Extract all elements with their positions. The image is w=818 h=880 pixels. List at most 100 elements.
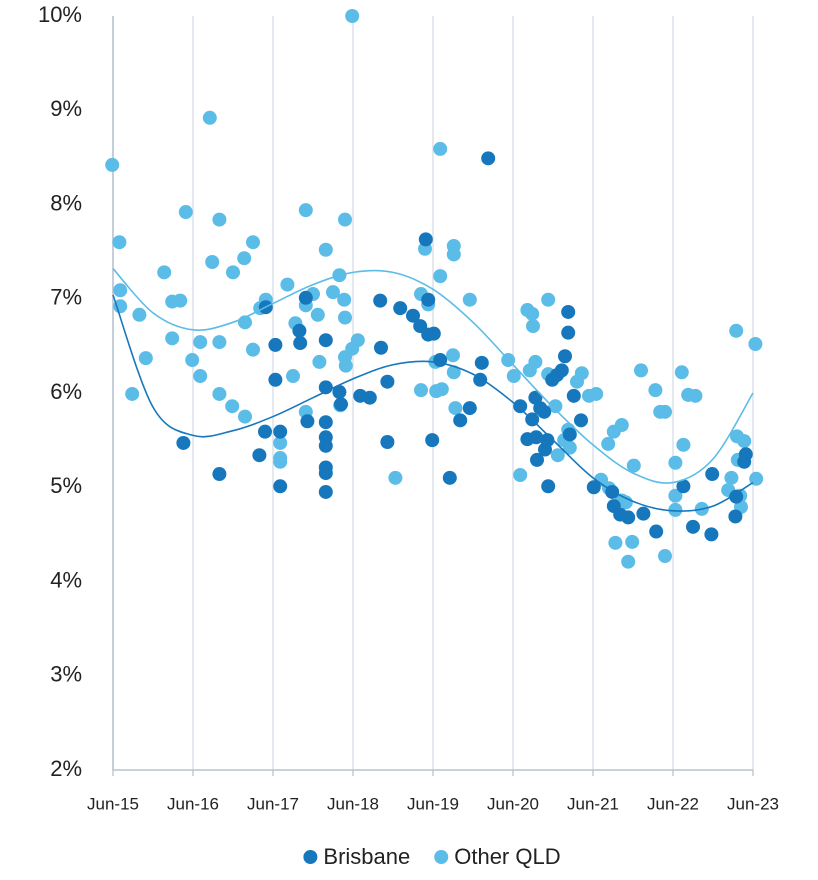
- point: [318, 242, 333, 257]
- point: [724, 470, 739, 485]
- point: [668, 455, 683, 470]
- point: [621, 554, 636, 569]
- point: [318, 484, 333, 499]
- point: [729, 489, 744, 504]
- point: [737, 434, 752, 449]
- point: [337, 292, 352, 307]
- point: [193, 335, 208, 350]
- point: [421, 292, 436, 307]
- trend-line: [112, 294, 754, 512]
- point: [246, 235, 260, 250]
- point: [658, 404, 672, 419]
- point: [334, 397, 348, 412]
- point: [238, 409, 252, 424]
- point: [748, 336, 763, 351]
- point: [525, 306, 540, 321]
- point: [318, 438, 333, 453]
- point: [446, 247, 461, 262]
- point: [728, 509, 743, 524]
- point: [704, 527, 719, 542]
- point: [237, 251, 252, 266]
- point: [474, 355, 489, 370]
- point: [105, 157, 120, 172]
- point: [738, 447, 753, 462]
- point: [566, 388, 581, 403]
- y-tick-label: 3%: [50, 662, 82, 687]
- point: [292, 323, 307, 338]
- point: [705, 467, 720, 482]
- point: [686, 519, 700, 534]
- point: [434, 382, 449, 397]
- point: [426, 326, 441, 341]
- point: [178, 205, 193, 220]
- point: [338, 212, 352, 227]
- point: [425, 433, 440, 448]
- point: [636, 506, 651, 521]
- point: [185, 353, 200, 368]
- point: [268, 372, 283, 387]
- point: [258, 424, 272, 439]
- point: [246, 342, 260, 357]
- x-tick-label: Jun-18: [327, 794, 379, 813]
- point: [626, 458, 641, 473]
- point: [574, 366, 589, 381]
- point: [406, 308, 420, 323]
- point: [513, 467, 528, 482]
- point: [113, 283, 128, 298]
- point: [601, 436, 616, 451]
- point: [433, 141, 448, 156]
- point: [326, 285, 340, 300]
- x-tick-label: Jun-16: [167, 794, 219, 813]
- point: [688, 388, 703, 403]
- point: [318, 415, 333, 430]
- point: [558, 349, 572, 364]
- point: [608, 535, 623, 550]
- point: [462, 401, 477, 416]
- point: [318, 380, 333, 395]
- point: [433, 353, 448, 368]
- point: [286, 369, 300, 384]
- point: [373, 293, 388, 308]
- y-tick-label: 5%: [50, 473, 82, 498]
- point: [388, 470, 403, 485]
- point: [562, 440, 577, 455]
- y-tick-label: 7%: [50, 285, 82, 310]
- point: [618, 495, 633, 510]
- point: [132, 307, 147, 322]
- point: [345, 9, 360, 23]
- point: [338, 310, 352, 325]
- point: [528, 354, 543, 369]
- point: [273, 479, 288, 494]
- point: [165, 331, 180, 346]
- point: [462, 292, 477, 307]
- x-tick-label: Jun-15: [87, 794, 139, 813]
- x-tick-label: Jun-17: [247, 794, 299, 813]
- point: [113, 299, 128, 314]
- point: [318, 333, 333, 348]
- point: [649, 524, 664, 539]
- point: [433, 269, 448, 284]
- point: [273, 435, 288, 450]
- x-tick-label: Jun-23: [727, 794, 779, 813]
- point: [332, 385, 347, 400]
- point: [674, 365, 689, 380]
- trend-line: [112, 268, 754, 484]
- legend-marker: [303, 850, 318, 864]
- point: [621, 510, 636, 525]
- point: [226, 265, 240, 280]
- y-tick-label: 10%: [38, 2, 82, 27]
- point: [614, 418, 629, 433]
- point: [442, 470, 457, 485]
- point: [393, 301, 408, 316]
- point: [541, 479, 556, 494]
- point: [729, 323, 744, 338]
- point: [212, 335, 227, 350]
- point: [212, 386, 227, 401]
- point: [310, 307, 325, 322]
- point: [418, 232, 433, 247]
- point: [648, 383, 663, 398]
- x-tick-label: Jun-19: [407, 794, 459, 813]
- point: [481, 151, 496, 166]
